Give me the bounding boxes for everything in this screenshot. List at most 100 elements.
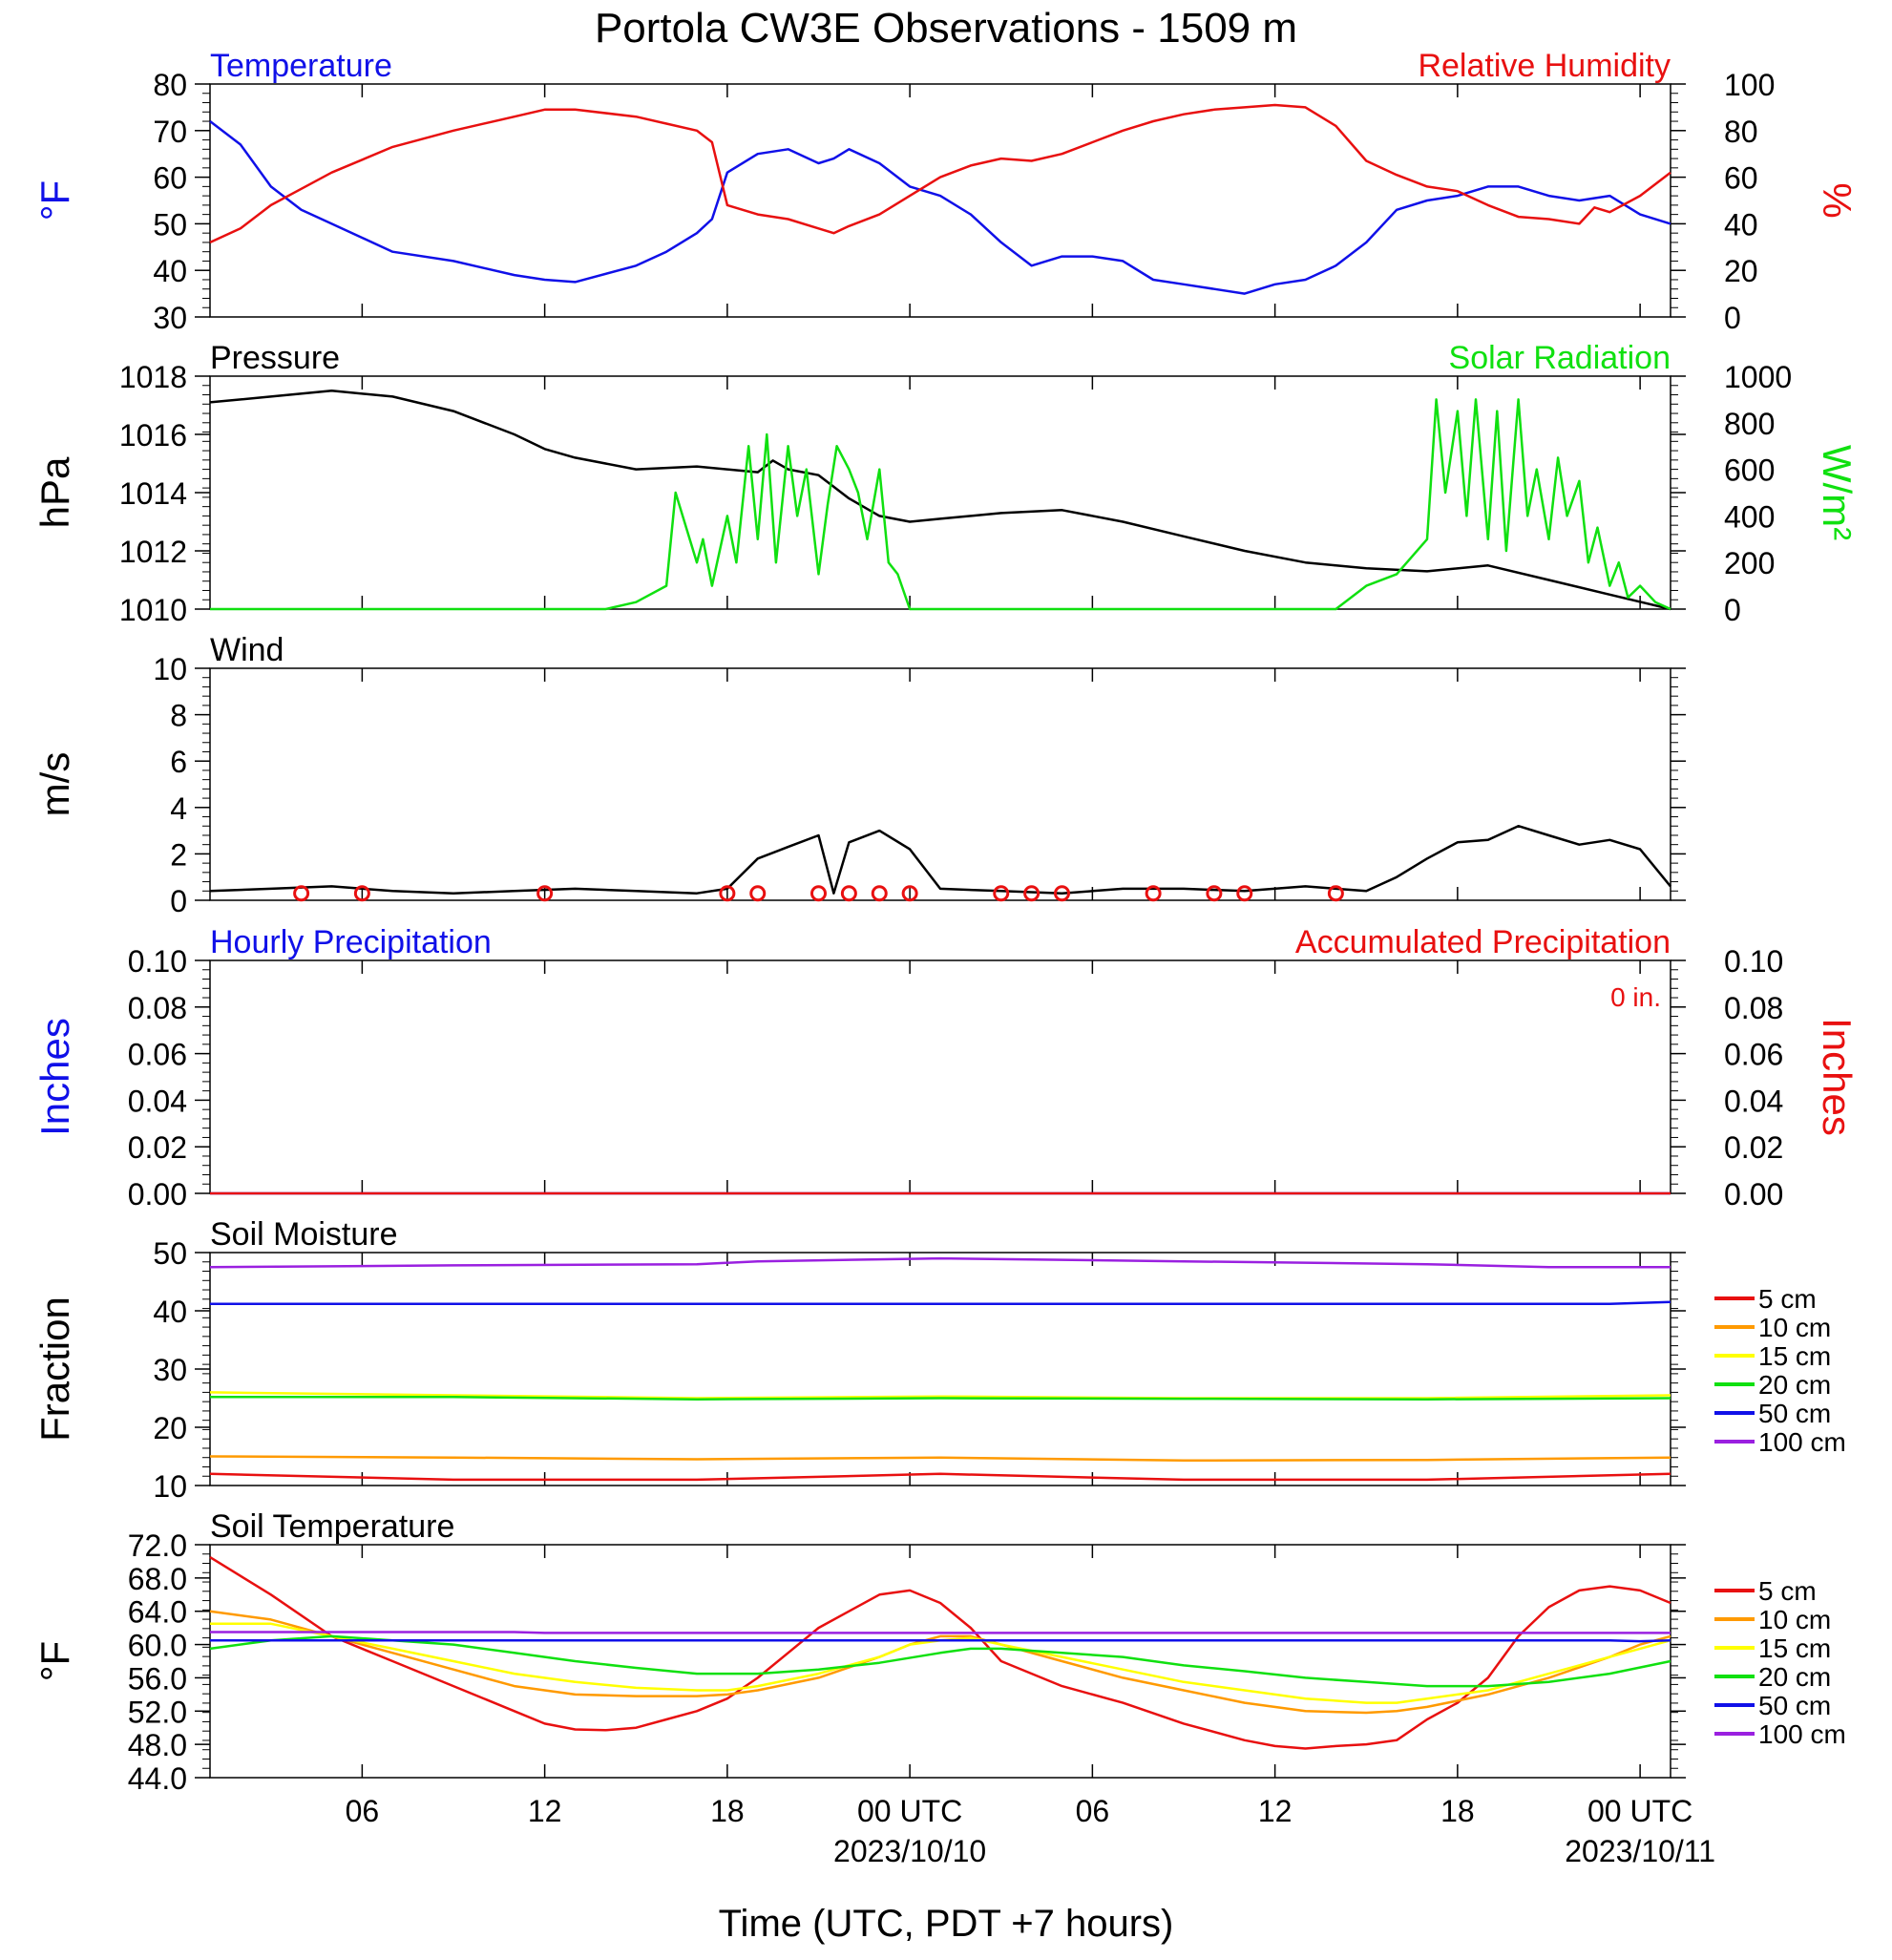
wind-calm-marker [1023,885,1041,902]
y-tick-label-left: 0 [170,884,187,918]
series-line-20-cm [209,1634,1671,1688]
series-line-100-cm [209,1256,1671,1269]
y-tick-label-right: 0.08 [1724,991,1783,1025]
y-tick-label-right: 80 [1724,115,1758,149]
y-tick-label-left: 60 [153,161,187,196]
y-tick-label-left: 1018 [119,360,187,394]
y-tick-label-right: 200 [1724,546,1775,580]
legend-label: 50 cm [1758,1399,1831,1428]
series-line-50-cm [210,1638,1671,1643]
wind-calm-marker [1054,885,1070,902]
y-tick-label-left: 0.02 [128,1130,187,1165]
y-tick-label-left: 2 [170,837,187,872]
y-tick-label-left: 64.0 [128,1595,187,1630]
y-tick-label-left: 0.00 [128,1177,187,1212]
x-tick-label: 06 [1076,1794,1110,1828]
panel-1: 80 70 60 50 40 30 100 80 60 40 20 0 Temperature Relat… [32,48,1860,335]
y-axis-label-right: % [1815,182,1860,218]
series-line-10-cm [209,1610,1671,1715]
legend-label: 10 cm [1758,1313,1831,1342]
wind-calm-marker [293,885,310,902]
y-axis-label-right: Inches [1815,1018,1860,1136]
legend-label: 20 cm [1758,1662,1831,1692]
x-tick-label: 18 [1440,1794,1475,1828]
y-axis-label-left: Inches [32,1018,77,1136]
series-line-10-cm [209,1455,1671,1463]
y-axis-label-right: W/m² [1815,445,1860,540]
series-line-5-cm [209,1556,1671,1750]
y-tick-label-right: 0 [1724,301,1741,335]
legend-label: 100 cm [1758,1427,1846,1457]
y-tick-label-left: 10 [153,652,187,686]
series-line-wind [209,824,1671,895]
y-tick-label-left: 40 [153,254,187,288]
series-line-20-cm [210,1396,1671,1401]
y-tick-label-left: 56.0 [128,1661,187,1696]
panel-right-title: Accumulated Precipitation [1295,924,1671,960]
wind-calm-marker [353,885,370,902]
series-line-5-cm [209,1472,1671,1482]
series-line-relative-humidity [209,103,1671,244]
legend-label: 5 cm [1758,1576,1817,1606]
y-axis-label-left: Fraction [32,1296,77,1442]
y-tick-label-left: 8 [170,699,187,733]
y-tick-label-left: 1014 [119,476,187,511]
y-tick-label-left: 30 [153,1353,187,1387]
y-tick-label-left: 50 [153,1236,187,1271]
y-tick-label-right: 1000 [1724,360,1792,394]
x-tick-label: 18 [710,1794,745,1828]
panel-frame [209,375,1671,610]
panel-annotation: 0 in. [1610,982,1661,1012]
y-tick-label-right: 800 [1724,407,1775,441]
y-tick-label-left: 6 [170,745,187,779]
wind-calm-marker [901,885,918,902]
y-tick-label-left: 70 [153,115,187,149]
x-tick-label: 12 [1258,1794,1293,1828]
y-tick-label-left: 4 [170,791,187,826]
x-tick-sublabel: 2023/10/10 [833,1834,986,1868]
legend-label: 50 cm [1758,1691,1831,1720]
panel-left-title: Soil Moisture [210,1216,398,1253]
figure-title: Portola CW3E Observations - 1509 m [595,5,1297,52]
y-tick-label-left: 0.06 [128,1038,187,1072]
y-axis-label-left: °F [32,180,77,221]
panel-frame [209,1252,1671,1486]
y-tick-label-left: 80 [153,68,187,102]
series-line-temperature [209,120,1671,295]
y-axis-label-left: hPa [32,456,77,528]
series-line-pressure [209,390,1671,611]
y-axis-label-left: °F [32,1641,77,1681]
wind-calm-marker [1327,885,1344,902]
panel-right-title: Solar Radiation [1449,340,1671,376]
legend-label: 10 cm [1758,1605,1831,1634]
wind-calm-marker [749,885,767,902]
y-tick-label-left: 30 [153,301,187,335]
legend-label: 100 cm [1758,1719,1846,1749]
series-line-50-cm [210,1300,1671,1305]
panel-4: 0.10 0.08 0.06 0.04 0.02 0.00 0.10 0.08 0.06 0.04… [32,924,1860,1212]
y-tick-label-left: 72.0 [128,1528,187,1563]
y-tick-label-right: 0 [1724,593,1741,627]
y-tick-label-left: 44.0 [128,1761,187,1796]
y-tick-label-left: 48.0 [128,1728,187,1762]
panel-6: 72.068.064.060.056.052.048.044.0 Soil Tem… [32,1508,1846,1796]
y-tick-label-right: 0.10 [1724,944,1783,979]
y-tick-label-right: 60 [1724,161,1758,196]
legend-label: 5 cm [1758,1284,1817,1314]
y-tick-label-left: 20 [153,1411,187,1445]
y-tick-label-right: 0.00 [1724,1177,1783,1212]
x-axis: 06 12 18 00 UTC 2023/10/10 06 12 18 00 UTC 2023/1… [346,1794,1715,1868]
y-tick-label-right: 400 [1724,499,1775,534]
wind-calm-marker [719,885,736,902]
wind-calm-marker [1145,885,1162,902]
y-tick-label-left: 10 [153,1469,187,1504]
series-line-15-cm [210,1622,1671,1704]
y-tick-label-left: 52.0 [128,1695,187,1729]
panel-left-title: Hourly Precipitation [210,924,492,960]
y-tick-label-left: 60.0 [128,1629,187,1663]
wind-calm-marker [1206,885,1223,902]
legend-label: 15 cm [1758,1633,1831,1663]
